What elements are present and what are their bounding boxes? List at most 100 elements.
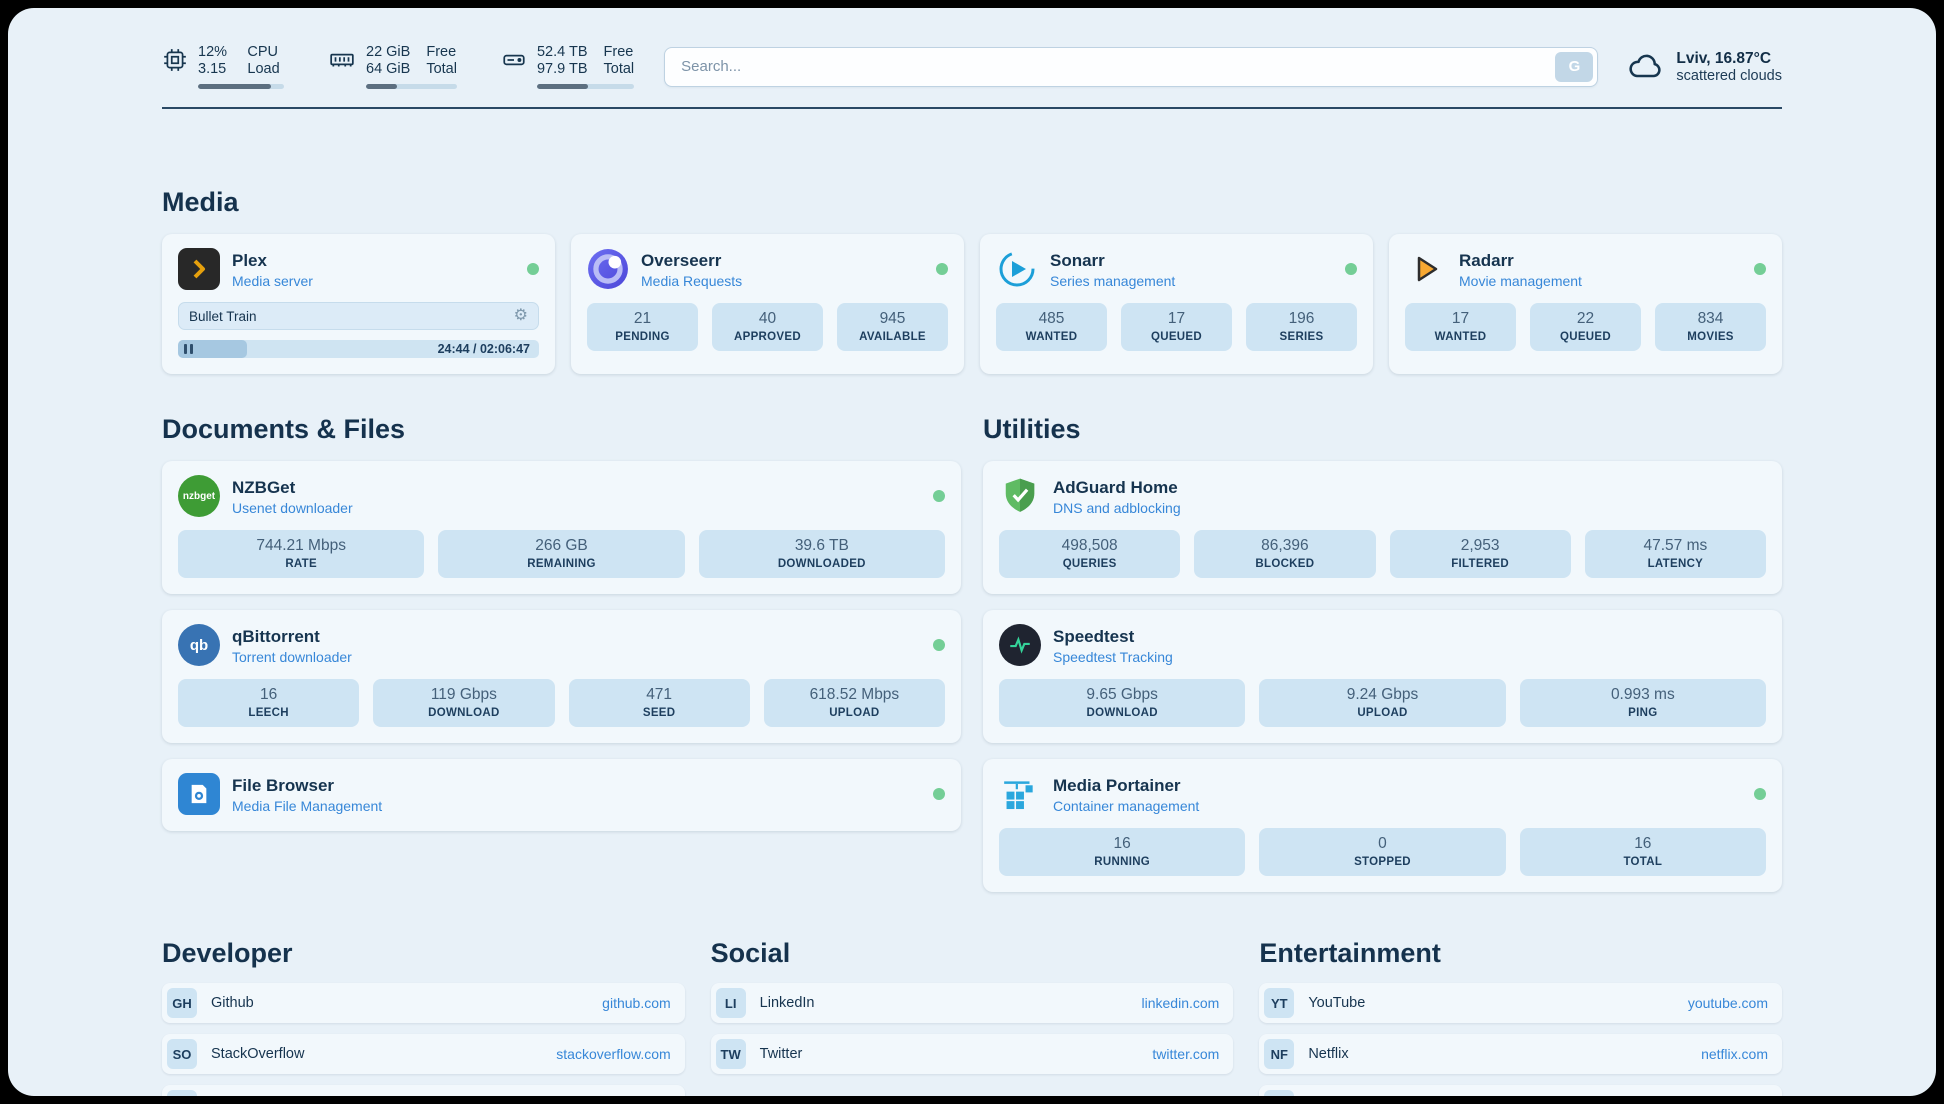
stat-tile: 21 PENDING <box>587 303 698 351</box>
service-name: Radarr <box>1459 250 1514 270</box>
bookmark-netflix[interactable]: NF Netflix netflix.com <box>1259 1034 1782 1074</box>
hard-drive-icon <box>503 54 525 66</box>
stat-value: 9.24 Gbps <box>1346 686 1419 703</box>
status-dot <box>1754 788 1766 800</box>
disk-free-value: 52.4 TB <box>536 44 588 60</box>
status-dot <box>933 490 945 502</box>
section-title-social: Social <box>710 938 791 968</box>
bookmark-reddit[interactable]: RE Reddit reddit.com <box>1259 1085 1782 1096</box>
bookmark-twitter[interactable]: TW Twitter twitter.com <box>710 1034 1234 1074</box>
overseerr-link[interactable]: Overseerr Media Requests <box>587 248 948 290</box>
stat-tile: 266 GB REMAINING <box>438 530 685 578</box>
bookmarks-developer: Developer GH Github github.com SO StackO… <box>162 938 685 1096</box>
stats-row: 498,508 QUERIES 86,396 BLOCKED 2,953 FIL… <box>999 530 1766 578</box>
nzbget-icon: nzbget <box>178 475 220 517</box>
pause-button[interactable] <box>184 344 193 354</box>
memory-free-value: 22 GiB <box>366 44 411 60</box>
stats-row: 16 RUNNING 0 STOPPED 16 TOTAL <box>999 828 1766 876</box>
qbittorrent-link[interactable]: qb qBittorrent Torrent downloader <box>178 624 945 666</box>
bookmark-url: linkedin.com <box>1141 995 1220 1011</box>
search-input[interactable] <box>664 46 1599 87</box>
bookmarks-social: Social LI LinkedIn linkedin.com TW Twitt… <box>710 938 1234 1096</box>
bookmark-name: Github <box>211 995 254 1011</box>
service-card-overseerr: Overseerr Media Requests 21 PENDING 40 A… <box>571 234 964 374</box>
bookmark-github[interactable]: GH Github github.com <box>162 983 685 1023</box>
adguard-link[interactable]: AdGuard Home DNS and adblocking <box>999 475 1766 517</box>
stat-label: AVAILABLE <box>859 331 926 343</box>
stat-tile: 618.52 Mbps UPLOAD <box>763 679 945 727</box>
stat-value: 22 <box>1576 310 1595 327</box>
stat-value: 485 <box>1038 310 1065 327</box>
plex-link[interactable]: Plex Media server <box>178 248 539 290</box>
stats-row: 744.21 Mbps RATE 266 GB REMAINING 39.6 T… <box>178 530 945 578</box>
stat-label: PENDING <box>615 331 670 343</box>
stats-row: 21 PENDING 40 APPROVED 945 AVAILABLE <box>587 303 948 351</box>
stat-label: LEECH <box>248 707 289 719</box>
status-dot <box>1345 263 1357 275</box>
memory-total-label: Total <box>426 61 457 77</box>
stat-tile: 471 SEED <box>568 679 750 727</box>
weather-condition: scattered clouds <box>1676 68 1782 84</box>
weather-location: Lviv, 16.87°C <box>1676 50 1772 67</box>
bookmark-linkedin[interactable]: LI LinkedIn linkedin.com <box>710 983 1234 1023</box>
stat-label: RATE <box>285 558 317 570</box>
bookmark-youtube[interactable]: YT YouTube youtube.com <box>1259 983 1782 1023</box>
stat-value: 0.993 ms <box>1610 686 1675 703</box>
stat-tile: 498,508 QUERIES <box>999 530 1181 578</box>
service-subtitle: DNS and adblocking <box>1053 499 1181 516</box>
memory-total-value: 64 GiB <box>366 61 411 77</box>
service-subtitle: Media server <box>232 272 313 289</box>
bookmark-name: YouTube <box>1308 995 1366 1011</box>
speedtest-link[interactable]: Speedtest Speedtest Tracking <box>999 624 1766 666</box>
gear-icon[interactable]: ⚙ <box>513 307 528 324</box>
dashboard: 12% CPU 3.15 Load <box>8 8 1936 1096</box>
stat-label: APPROVED <box>734 331 801 343</box>
disk-total-label: Total <box>603 61 635 77</box>
stats-row: 9.65 Gbps DOWNLOAD 9.24 Gbps UPLOAD 0.99… <box>999 679 1766 727</box>
service-name: Media Portainer <box>1053 775 1181 795</box>
section-title-developer: Developer <box>162 938 293 968</box>
stat-value: 618.52 Mbps <box>809 686 900 703</box>
bookmark-name: Netflix <box>1308 1046 1349 1062</box>
stat-label: REMAINING <box>527 558 596 570</box>
service-card-qbittorrent: qb qBittorrent Torrent downloader 16 LEE… <box>162 610 961 743</box>
stat-label: QUEUED <box>1150 331 1202 343</box>
stat-value: 86,396 <box>1261 537 1309 554</box>
service-name: NZBGet <box>232 477 296 497</box>
stat-tile: 86,396 BLOCKED <box>1194 530 1376 578</box>
stat-label: QUEUED <box>1559 331 1611 343</box>
stat-value: 40 <box>758 310 777 327</box>
service-card-nzbget: nzbget NZBGet Usenet downloader 744.21 M… <box>162 461 961 594</box>
stat-tile: 196 SERIES <box>1246 303 1357 351</box>
bookmark-stackoverflow[interactable]: SO StackOverflow stackoverflow.com <box>162 1034 685 1074</box>
nzbget-link[interactable]: nzbget NZBGet Usenet downloader <box>178 475 945 517</box>
stat-label: BLOCKED <box>1255 558 1315 570</box>
service-name: Sonarr <box>1050 250 1105 270</box>
stat-tile: 9.24 Gbps UPLOAD <box>1259 679 1506 727</box>
stats-row: 17 WANTED 22 QUEUED 834 MOVIES <box>1405 303 1766 351</box>
cpu-load-value: 3.15 <box>198 61 227 77</box>
sonarr-link[interactable]: Sonarr Series management <box>996 248 1357 290</box>
stat-label: UPLOAD <box>1357 707 1408 719</box>
stat-label: UPLOAD <box>829 707 880 719</box>
stat-value: 119 Gbps <box>430 686 497 703</box>
media-card-grid: Plex Media server Bullet Train ⚙ 24:44 /… <box>162 234 1782 374</box>
bookmark-dev[interactable]: DT DEV dev.to <box>162 1085 685 1096</box>
memory-widget: 22 GiB Free 64 GiB Total <box>328 44 457 89</box>
section-title-media: Media <box>162 187 239 217</box>
status-dot <box>933 788 945 800</box>
portainer-link[interactable]: Media Portainer Container management <box>999 773 1766 815</box>
status-dot <box>936 263 948 275</box>
search-bar: G <box>664 46 1599 87</box>
disk-widget: 52.4 TB Free 97.9 TB Total <box>501 44 635 89</box>
cloud-icon <box>1629 54 1662 77</box>
filebrowser-link[interactable]: File Browser Media File Management <box>178 773 945 815</box>
bookmark-name: LinkedIn <box>759 995 815 1011</box>
radarr-icon <box>1405 248 1447 290</box>
stat-value: 471 <box>646 686 673 703</box>
stat-label: PING <box>1628 707 1658 719</box>
status-dot <box>933 639 945 651</box>
search-provider-button[interactable]: G <box>1555 51 1594 82</box>
memory-icon <box>330 53 354 67</box>
radarr-link[interactable]: Radarr Movie management <box>1405 248 1766 290</box>
